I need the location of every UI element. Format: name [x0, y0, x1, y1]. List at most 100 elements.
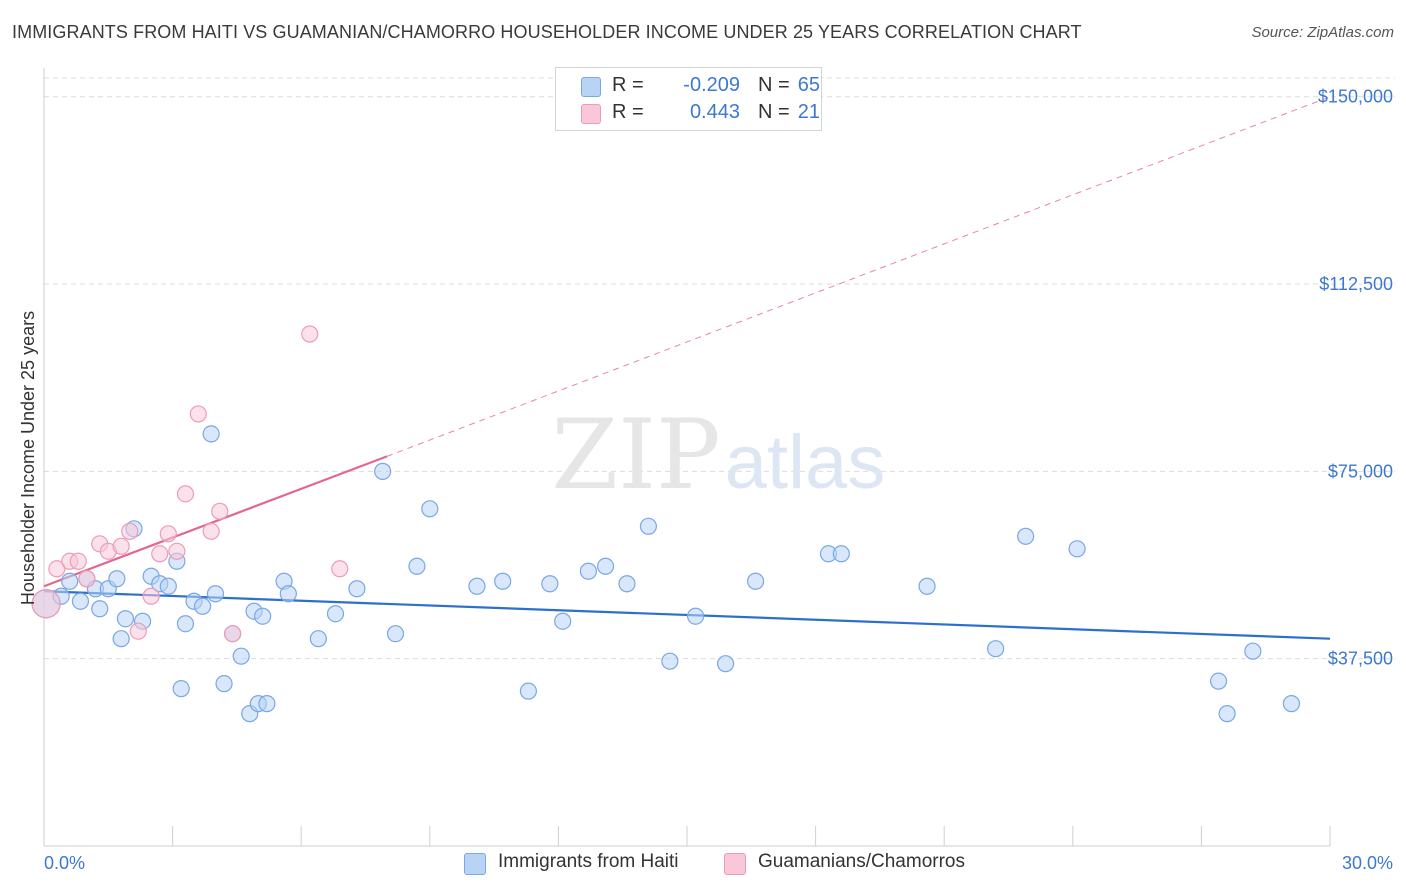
point-haiti	[918, 577, 936, 595]
point-haiti	[408, 557, 426, 575]
legend-r-value: 0.443	[689, 101, 740, 123]
point-haiti	[541, 575, 559, 593]
point-haiti	[279, 585, 297, 603]
point-haiti	[202, 425, 220, 443]
point-haiti	[686, 607, 705, 625]
point-haiti	[206, 585, 225, 603]
point-haiti	[172, 680, 190, 698]
bottom-legend-swatch-pink	[724, 853, 746, 875]
point-haiti	[386, 625, 405, 643]
point-haiti	[71, 592, 90, 610]
legend-swatch-pink	[581, 104, 601, 124]
point-haiti	[468, 577, 486, 595]
point-guamanian	[301, 325, 319, 343]
point-haiti	[639, 517, 658, 535]
watermark-zip: ZIP	[551, 399, 720, 511]
point-haiti	[1244, 642, 1262, 660]
point-haiti	[116, 610, 135, 628]
point-haiti	[254, 607, 272, 625]
y-axis-label: Householder Income Under 25 years	[18, 311, 38, 605]
trend-line-guamanian	[43, 455, 388, 588]
trend-line-haiti	[43, 590, 1331, 640]
point-guamanian	[189, 405, 207, 423]
point-guamanian	[151, 545, 169, 563]
point-guamanian	[112, 537, 130, 555]
correlation-legend: R = -0.209 N = 65 R = 0.443 N = 21	[555, 67, 822, 131]
point-guamanian	[176, 485, 195, 503]
point-guamanian	[202, 522, 220, 540]
legend-r-label: R =	[612, 74, 644, 96]
point-haiti	[176, 615, 195, 633]
point-haiti	[596, 557, 615, 575]
y-tick-label: $112,500	[1319, 274, 1393, 294]
y-tick-label: $75,000	[1328, 461, 1393, 481]
point-haiti	[618, 575, 636, 593]
point-guamanian	[69, 552, 87, 570]
legend-n-value: 21	[797, 101, 820, 123]
point-haiti	[1068, 540, 1086, 558]
point-guamanian	[142, 587, 160, 605]
point-guamanian	[211, 502, 229, 520]
point-haiti	[987, 640, 1005, 658]
point-guamanian	[224, 625, 242, 643]
point-guamanian	[129, 622, 147, 640]
legend-n-label: N =	[758, 74, 790, 96]
point-haiti	[215, 675, 233, 693]
watermark-atlas: atlas	[725, 420, 886, 505]
point-guamanian	[168, 542, 186, 560]
x-tick-label: 30.0%	[1342, 853, 1393, 873]
legend-n-label: N =	[758, 101, 790, 123]
x-tick-label: 0.0%	[44, 853, 85, 873]
chart-title: IMMIGRANTS FROM HAITI VS GUAMANIAN/CHAMO…	[12, 22, 1082, 42]
point-haiti	[421, 500, 439, 518]
point-guamanian	[31, 589, 61, 619]
point-haiti	[258, 695, 276, 713]
bottom-legend-label: Guamanians/Chamorros	[758, 851, 965, 872]
point-haiti	[309, 630, 327, 648]
point-haiti	[232, 647, 250, 665]
point-haiti	[716, 655, 735, 673]
y-tick-label: $37,500	[1328, 649, 1393, 669]
bottom-legend-label: Immigrants from Haiti	[498, 851, 679, 872]
point-haiti	[746, 572, 765, 590]
point-haiti	[554, 612, 572, 630]
trend-lines	[43, 96, 1331, 640]
point-guamanian	[78, 570, 96, 588]
legend-r-value: -0.209	[683, 74, 740, 96]
point-haiti	[1282, 695, 1301, 713]
point-haiti	[579, 562, 598, 580]
legend-swatch-blue	[581, 77, 601, 97]
axes	[43, 68, 1331, 847]
axis-labels: $37,500 $75,000 $112,500 $150,000 0.0% 30.0% H…	[18, 87, 1393, 873]
point-haiti	[159, 577, 177, 595]
point-haiti	[661, 652, 679, 670]
legend-r-label: R =	[612, 101, 644, 123]
point-haiti	[519, 682, 537, 700]
point-haiti	[194, 597, 212, 615]
point-haiti	[348, 580, 366, 598]
point-haiti	[832, 545, 850, 563]
bottom-legend-swatch-blue	[464, 853, 486, 875]
point-haiti	[61, 572, 79, 590]
grid-lines	[44, 77, 1395, 660]
point-haiti	[326, 605, 345, 623]
trend-line-guamanian-extension	[386, 96, 1331, 457]
point-haiti	[108, 570, 126, 588]
point-guamanian	[159, 525, 177, 543]
y-tick-label: $150,000	[1318, 87, 1393, 107]
point-haiti	[91, 600, 109, 618]
data-points	[31, 325, 1301, 723]
point-haiti	[112, 630, 130, 648]
point-haiti	[1218, 705, 1236, 723]
point-guamanian	[331, 560, 349, 578]
point-haiti	[374, 462, 392, 480]
point-guamanian	[48, 560, 66, 578]
point-haiti	[494, 572, 512, 590]
point-guamanian	[121, 522, 139, 540]
legend-n-value: 65	[797, 74, 820, 96]
point-haiti	[1017, 527, 1035, 545]
watermark: ZIP atlas	[551, 399, 885, 511]
point-haiti	[1209, 672, 1228, 690]
source-label: Source: ZipAtlas.com	[1251, 24, 1394, 41]
